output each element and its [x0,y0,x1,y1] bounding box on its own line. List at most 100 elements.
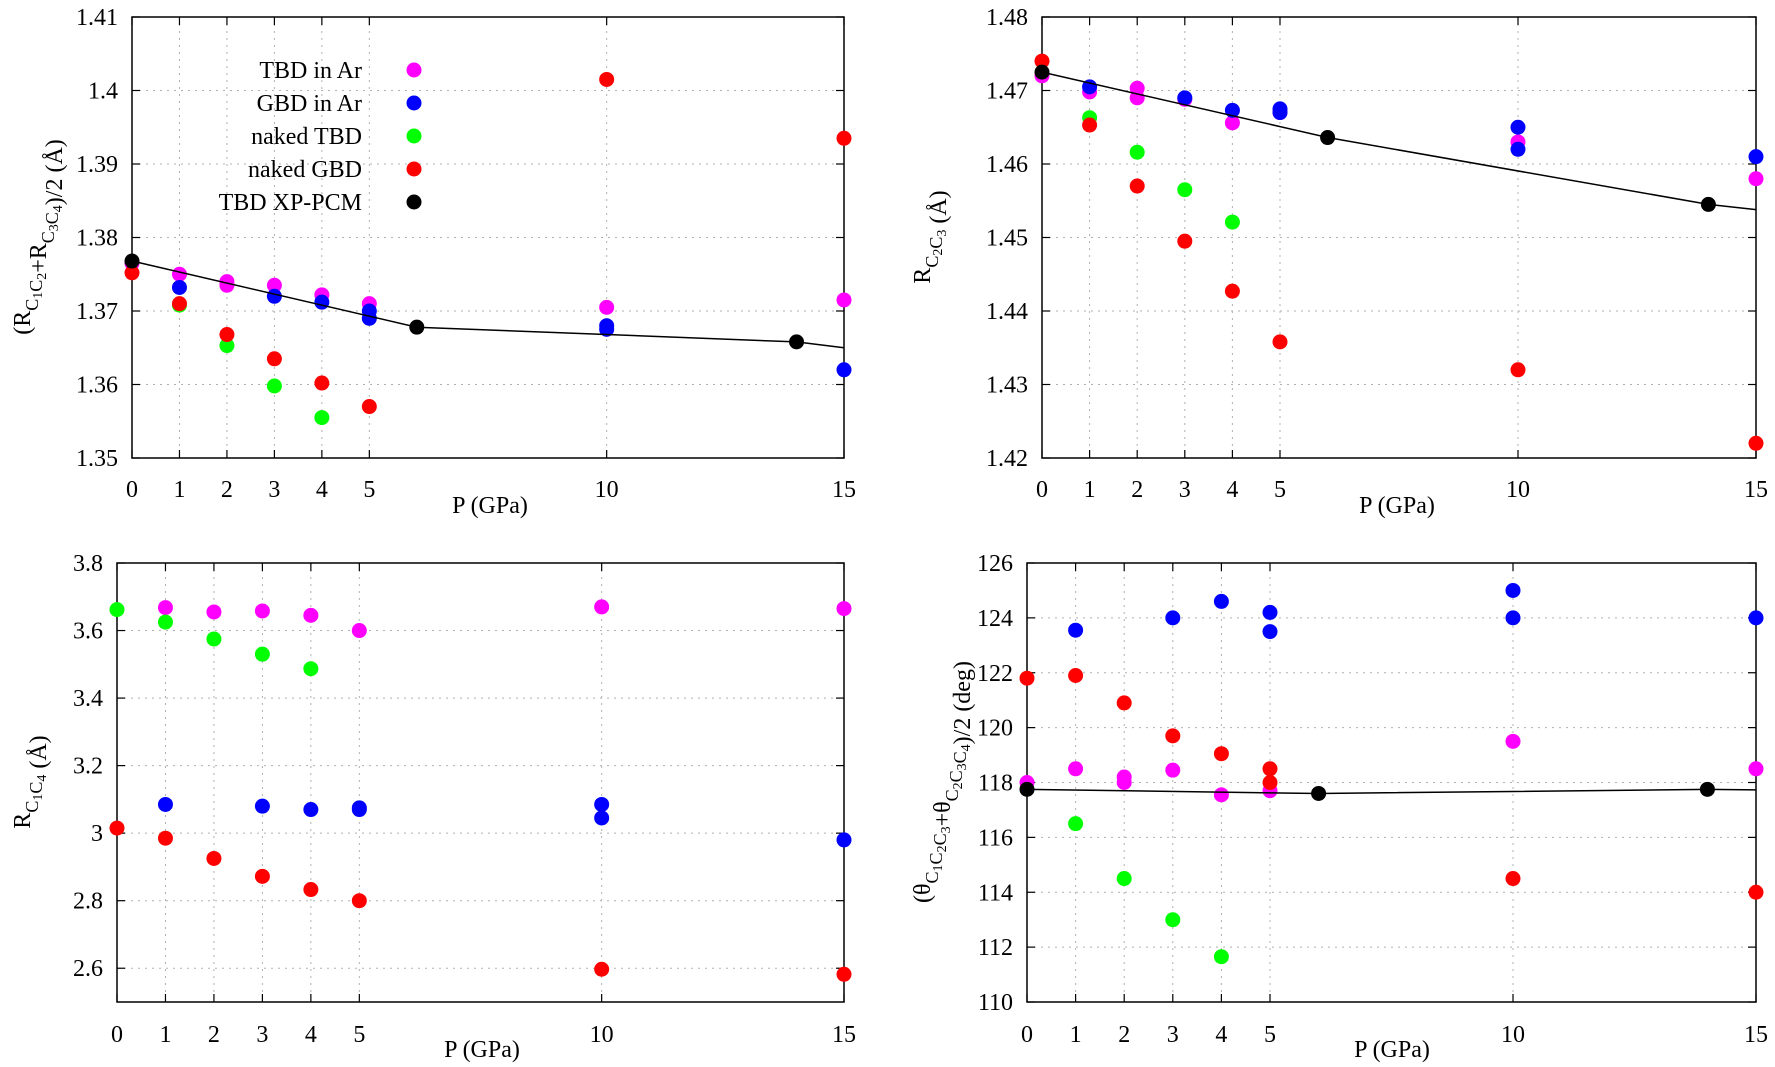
x-tick-label: 2 [1118,1022,1130,1048]
data-point [266,277,282,293]
data-point [219,338,235,354]
y-tick-label: 3.6 [73,619,103,645]
y-tick-label: 1.47 [986,79,1028,105]
data-point [1748,149,1764,165]
x-tick-label: 2 [208,1022,220,1048]
y-tick-label: 1.38 [76,226,118,252]
data-point [409,319,425,335]
x-tick-label: 3 [1179,477,1191,503]
x-tick-label: 3 [268,477,280,503]
data-point [266,378,282,394]
x-tick-label: 15 [1744,477,1768,503]
x-tick-label: 4 [305,1022,317,1048]
data-point [836,362,852,378]
data-point [254,798,270,814]
data-point [303,882,319,898]
data-point [1116,695,1132,711]
x-tick-label: 4 [1226,477,1238,503]
x-tick-label: 15 [1744,1022,1768,1048]
data-point [1748,610,1764,626]
data-point [303,802,319,818]
data-point [594,810,610,826]
x-tick-label: 5 [363,477,375,503]
y-axis-label: (θC1C2C3+θC2C3C4)/2 (deg) [910,661,976,903]
data-point [1505,733,1521,749]
data-point [1262,624,1278,640]
x-axis-label: P (GPa) [452,493,528,519]
legend-marker [406,161,422,177]
fit-line-tbd-xp-pcm [1041,71,1757,211]
series-gbd-in-ar [1082,79,1764,165]
data-point [1510,362,1526,378]
data-point [1272,105,1288,121]
data-point [1213,787,1229,803]
data-point [1068,761,1084,777]
x-tick-label: 15 [832,1022,856,1048]
y-tick-label: 3 [91,821,103,847]
chart-panel-2: 0 1 2 3 4 5 10 15 1.42 1.43 1.44 1.45 1.46 1.47 1.48 P … [910,5,1768,519]
data-point [1320,130,1336,146]
data-point [599,299,615,315]
data-point [206,604,222,620]
series-gbd-in-ar [171,279,852,378]
data-point [1748,761,1764,777]
data-point [157,614,173,630]
data-point [1082,79,1098,95]
plot-frame [131,16,845,459]
data-point [594,796,610,812]
data-point [1505,610,1521,626]
data-point [266,351,282,367]
series-tbd-xp-pcm [1019,781,1757,801]
data-point [1224,283,1240,299]
data-point [1213,593,1229,609]
y-tick-label: 1.43 [986,373,1028,399]
series-naked-gbd [124,71,852,415]
data-point [1262,761,1278,777]
y-tick-label: 1.45 [986,226,1028,252]
x-tick-label: 5 [1264,1022,1276,1048]
legend-label: naked GBD [248,157,362,183]
data-point [1748,171,1764,187]
x-tick-label: 2 [1131,477,1143,503]
data-point [1700,196,1716,212]
data-point [1034,64,1050,80]
y-tick-label: 112 [978,935,1013,961]
data-point [1165,762,1181,778]
data-point [171,296,187,312]
data-point [1129,178,1145,194]
data-point [1165,728,1181,744]
data-point [254,646,270,662]
series-tbd-xp-pcm [124,253,845,350]
data-point [836,130,852,146]
y-tick-label: 1.46 [986,152,1028,178]
data-point [171,279,187,295]
y-tick-label: 1.37 [76,299,118,325]
y-tick-label: 1.48 [986,5,1028,31]
y-axis-label: RC1C4 (Å) [10,735,52,828]
series-naked-tbd [171,297,330,426]
y-tick-label: 126 [977,551,1013,577]
data-point [219,277,235,293]
x-tick-label: 2 [221,477,233,503]
legend-label: TBD XP-PCM [219,190,362,216]
data-point [1311,785,1327,801]
x-tick-label: 0 [111,1022,123,1048]
x-tick-label: 1 [1084,477,1096,503]
data-point [1224,115,1240,131]
plot-frame [116,562,845,1003]
legend-marker [406,194,422,210]
x-axis-label: P (GPa) [444,1037,520,1063]
x-tick-label: 5 [1274,477,1286,503]
y-tick-label: 3.2 [73,754,103,780]
data-point [1262,604,1278,620]
series-tbd-in-ar [1034,68,1764,187]
legend-label: TBD in Ar [259,58,362,84]
chart-panel-4: 0 1 2 3 4 5 10 15 110 112 114 116 118 120 122 124 126 P (… [910,551,1768,1063]
x-axis-label: P (GPa) [1354,1037,1430,1063]
fit-line-tbd-xp-pcm [1026,788,1757,795]
data-point [1082,117,1098,133]
data-point [1272,334,1288,350]
y-tick-label: 120 [977,716,1013,742]
x-tick-label: 10 [590,1022,614,1048]
data-point [1213,949,1229,965]
